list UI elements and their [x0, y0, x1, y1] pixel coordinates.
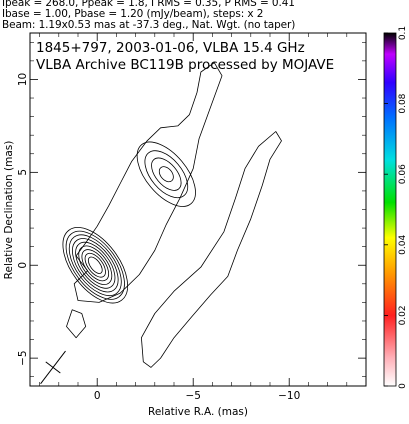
core-contour-8 [65, 230, 125, 300]
x-tick-label-2: −10 [278, 390, 300, 402]
knot-contour-3 [144, 150, 189, 199]
colorbar-tick-label-0: 0 [398, 383, 408, 389]
x-tick-label-0: 0 [94, 390, 101, 402]
y-tick-label-1: 0 [17, 262, 29, 269]
knot-contour-1 [158, 166, 174, 183]
colorbar-tick-label-1: 0.02 [398, 305, 408, 325]
x-tick-label-1: −5 [185, 390, 200, 402]
chart-subtitle: VLBA Archive BC119B processed by MOJAVE [36, 57, 334, 73]
core-contour-7 [68, 234, 122, 296]
y-tick-label-2: 5 [17, 169, 29, 176]
chart-title: 1845+797, 2003-01-06, VLBA 15.4 GHz [36, 40, 305, 56]
y-tick-label-3: 10 [17, 73, 29, 86]
header-line-1: Ipeak = 268.0, Ppeak = 1.8, I RMS = 0.35… [2, 0, 295, 9]
header-line-2: Ibase = 1.00, Pbase = 1.20 (mJy/beam), s… [2, 8, 264, 20]
core-contour-5 [75, 241, 116, 289]
knot-contour-4 [136, 141, 196, 207]
colorbar-tick-label-5: 0.1 [398, 26, 408, 40]
colorbar-tick-label-3: 0.06 [398, 164, 408, 184]
inner-jet-envelope [73, 62, 223, 303]
colorbar-tick-label-4: 0.08 [398, 93, 408, 113]
core-contour-9 [62, 227, 129, 304]
header-line-3: Beam: 1.19x0.53 mas at -37.3 deg., Nat. … [2, 19, 296, 31]
beam-minor-axis [45, 361, 61, 374]
colorbar [383, 32, 397, 387]
core-contour-6 [72, 238, 119, 293]
colorbar-tick-label-2: 0.04 [398, 235, 408, 255]
x-axis-label: Relative R.A. (mas) [148, 406, 248, 418]
southwest-blob [66, 309, 87, 339]
contour-layer [40, 62, 282, 385]
y-tick-label-0: −5 [17, 350, 29, 365]
knot-contour-2 [151, 157, 182, 191]
axis-ticks: 0 −5 −10 −5 0 5 10 [17, 33, 367, 402]
colorbar-ticks: 0 0.02 0.04 0.06 0.08 0.1 [384, 26, 408, 389]
core-contour-1 [87, 256, 103, 274]
outer-jet-envelope [141, 131, 282, 368]
y-axis-label: Relative Declination (mas) [3, 141, 15, 280]
core-contour-2 [84, 252, 106, 278]
